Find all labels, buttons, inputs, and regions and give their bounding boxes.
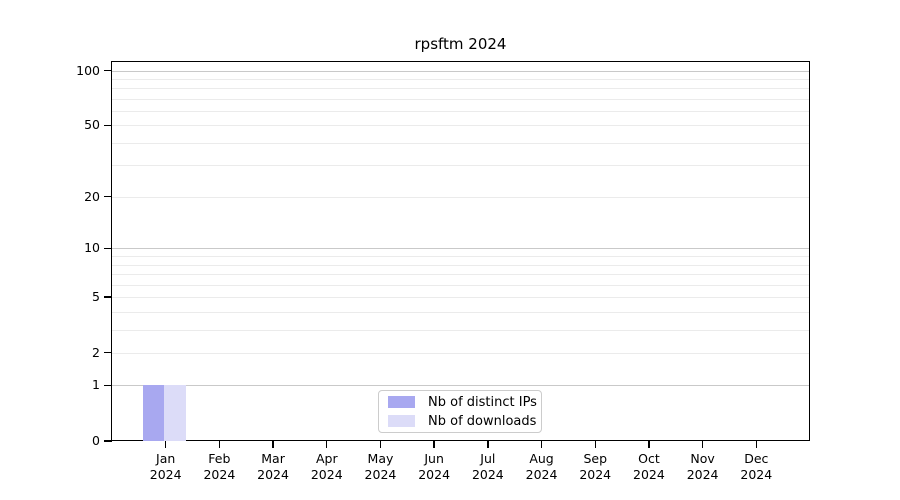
x-tick-year: 2024 [633, 467, 665, 482]
legend-item: Nb of distinct IPs [388, 395, 541, 410]
legend-label: Nb of distinct IPs [428, 394, 537, 410]
x-tick-year: 2024 [257, 467, 289, 482]
x-tick-mark [433, 441, 435, 448]
x-tick-mark [701, 441, 704, 448]
x-tick-month: Jul [480, 451, 496, 466]
minor-gridline [112, 165, 809, 167]
x-tick-mark [326, 441, 328, 448]
legend-label: Nb of downloads [428, 413, 537, 429]
x-tick-mark [648, 441, 650, 448]
x-tick-label: Oct 2024 [619, 451, 679, 483]
minor-gridline [112, 264, 809, 266]
major-gridline [112, 70, 809, 72]
major-gridline [112, 385, 809, 387]
minor-gridline [112, 352, 809, 354]
bar-nb-of-distinct-ips [142, 385, 165, 441]
x-tick-mark [540, 441, 543, 448]
x-tick-label: Feb 2024 [189, 451, 249, 483]
x-tick-month: Dec [744, 451, 769, 466]
minor-gridline [112, 297, 809, 299]
x-tick-year: 2024 [471, 467, 504, 482]
minor-gridline [112, 142, 809, 144]
x-tick-month: Apr [315, 451, 338, 466]
y-tick-label: 20 [84, 188, 100, 204]
y-tick-label: 0 [92, 433, 100, 448]
y-tick-mark [104, 296, 112, 298]
y-tick-mark [104, 195, 112, 198]
minor-gridline [112, 125, 809, 127]
chart-title: rpsftm 2024 [414, 35, 507, 53]
x-tick-month: Jun [424, 451, 444, 466]
y-tick-mark [104, 124, 112, 127]
x-tick-month: May [367, 451, 394, 466]
minor-gridline [112, 274, 809, 276]
x-tick-label: Dec 2024 [726, 451, 786, 483]
x-tick-month: Sep [583, 451, 607, 466]
y-tick-label: 5 [92, 289, 100, 305]
y-tick-label: 1 [92, 377, 100, 393]
y-tick-mark [104, 440, 112, 442]
minor-gridline [112, 98, 809, 100]
minor-gridline [112, 88, 809, 90]
x-tick-label: May 2024 [350, 451, 410, 483]
x-tick-year: 2024 [364, 467, 397, 482]
x-tick-month: Oct [638, 451, 660, 466]
x-tick-label: Jul 2024 [458, 451, 518, 483]
legend-swatch [388, 396, 415, 408]
x-tick-month: Aug [529, 451, 554, 466]
x-tick-year: 2024 [149, 467, 182, 482]
x-tick-month: Feb [208, 451, 231, 466]
x-tick-month: Jan [156, 451, 176, 466]
x-tick-year: 2024 [418, 467, 451, 482]
x-tick-label: Jan 2024 [136, 451, 196, 483]
minor-gridline [112, 284, 809, 286]
y-tick-label: 2 [92, 344, 100, 360]
legend-item: Nb of downloads [388, 414, 541, 429]
minor-gridline [112, 329, 809, 331]
x-tick-mark [487, 441, 489, 448]
y-tick-label: 50 [84, 117, 100, 133]
minor-gridline [112, 196, 809, 198]
y-tick-mark [104, 69, 112, 72]
x-tick-mark [755, 441, 757, 448]
x-tick-label: Mar 2024 [243, 451, 303, 483]
x-tick-month: Mar [261, 451, 285, 466]
x-tick-label: Sep 2024 [565, 451, 625, 483]
minor-gridline [112, 78, 809, 80]
legend-swatch [388, 415, 415, 427]
x-tick-mark [164, 441, 167, 448]
x-tick-mark [594, 441, 596, 448]
y-tick-mark [104, 384, 112, 387]
x-tick-year: 2024 [203, 467, 236, 482]
x-tick-year: 2024 [579, 467, 612, 482]
x-tick-month: Nov [690, 451, 715, 466]
y-tick-mark [104, 247, 112, 250]
x-tick-mark [379, 441, 382, 448]
minor-gridline [112, 110, 809, 112]
x-tick-year: 2024 [525, 467, 558, 482]
x-tick-label: Jun 2024 [404, 451, 464, 483]
minor-gridline [112, 311, 809, 313]
x-tick-label: Apr 2024 [297, 451, 357, 483]
y-tick-label: 100 [76, 62, 100, 78]
y-tick-mark [104, 352, 112, 354]
x-tick-year: 2024 [686, 467, 719, 482]
x-tick-label: Aug 2024 [512, 451, 572, 483]
x-tick-year: 2024 [310, 467, 343, 482]
legend: Nb of distinct IPs Nb of downloads [378, 390, 542, 433]
y-tick-label: 10 [84, 240, 100, 256]
major-gridline [112, 248, 809, 250]
plot-area [111, 61, 810, 441]
bar-nb-of-downloads [164, 385, 186, 441]
minor-gridline [112, 256, 809, 258]
x-tick-label: Nov 2024 [673, 451, 733, 483]
x-tick-mark [272, 441, 274, 448]
x-tick-year: 2024 [740, 467, 773, 482]
x-tick-mark [218, 441, 221, 448]
